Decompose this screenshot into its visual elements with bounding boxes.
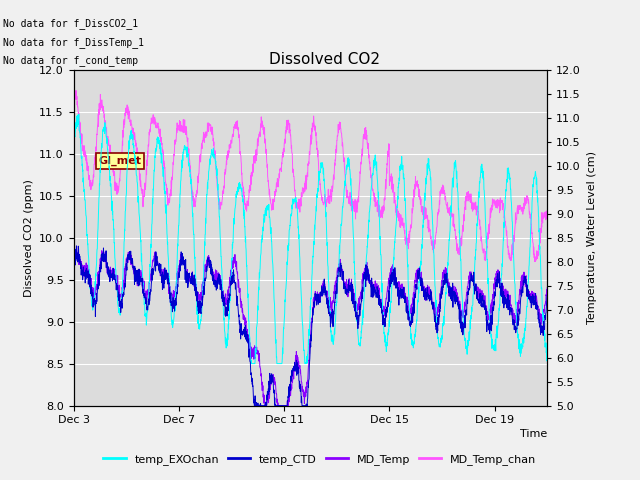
Title: Dissolved CO2: Dissolved CO2 <box>269 52 380 67</box>
Legend: temp_EXOchan, temp_CTD, MD_Temp, MD_Temp_chan: temp_EXOchan, temp_CTD, MD_Temp, MD_Temp… <box>99 450 541 469</box>
Text: No data for f_cond_temp: No data for f_cond_temp <box>3 55 138 66</box>
Text: No data for f_DissCO2_1: No data for f_DissCO2_1 <box>3 18 138 29</box>
Y-axis label: Dissolved CO2 (ppm): Dissolved CO2 (ppm) <box>24 179 33 297</box>
Text: No data for f_DissTemp_1: No data for f_DissTemp_1 <box>3 36 144 48</box>
Text: GI_met: GI_met <box>99 156 141 166</box>
X-axis label: Time: Time <box>520 429 547 439</box>
Y-axis label: Temperature, Water Level (cm): Temperature, Water Level (cm) <box>586 151 596 324</box>
